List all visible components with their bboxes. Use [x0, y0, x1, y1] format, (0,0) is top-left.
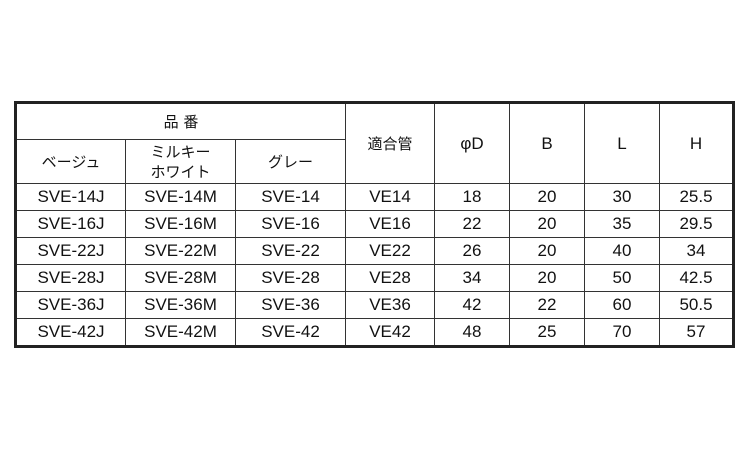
- diameter-cell: 34: [434, 264, 510, 292]
- l-value-cell: 30: [584, 183, 660, 211]
- gray-part-cell: SVE-14: [235, 183, 346, 211]
- b-value-cell: 20: [509, 183, 585, 211]
- product-number-header: 品 番: [15, 102, 346, 140]
- l-value-cell: 35: [584, 210, 660, 238]
- table-row: SVE-36J SVE-36M SVE-36 VE36 42 22 60 50.5: [15, 291, 734, 319]
- spec-table: 品 番 適合管 φD B L H ベージュ ミルキー ホワイト グレー SVE-…: [14, 101, 735, 348]
- milky-white-header: ミルキー ホワイト: [125, 139, 236, 184]
- h-value-cell: 34: [659, 237, 734, 265]
- compatible-pipe-cell: VE42: [345, 318, 435, 347]
- table-row: SVE-42J SVE-42M SVE-42 VE42 48 25 70 57: [15, 318, 734, 347]
- h-value-cell: 29.5: [659, 210, 734, 238]
- beige-part-cell: SVE-42J: [15, 318, 126, 347]
- b-header: B: [509, 102, 585, 184]
- compatible-pipe-cell: VE28: [345, 264, 435, 292]
- gray-part-cell: SVE-28: [235, 264, 346, 292]
- l-value-cell: 70: [584, 318, 660, 347]
- milky-white-part-cell: SVE-16M: [125, 210, 236, 238]
- table-row: SVE-28J SVE-28M SVE-28 VE28 34 20 50 42.5: [15, 264, 734, 292]
- compatible-pipe-cell: VE36: [345, 291, 435, 319]
- h-value-cell: 50.5: [659, 291, 734, 319]
- l-header: L: [584, 102, 660, 184]
- compatible-pipe-cell: VE16: [345, 210, 435, 238]
- beige-part-cell: SVE-14J: [15, 183, 126, 211]
- diameter-cell: 42: [434, 291, 510, 319]
- diameter-cell: 22: [434, 210, 510, 238]
- diameter-cell: 48: [434, 318, 510, 347]
- milky-white-part-cell: SVE-42M: [125, 318, 236, 347]
- b-value-cell: 20: [509, 237, 585, 265]
- b-value-cell: 25: [509, 318, 585, 347]
- table-row: SVE-14J SVE-14M SVE-14 VE14 18 20 30 25.5: [15, 183, 734, 211]
- milky-white-part-cell: SVE-36M: [125, 291, 236, 319]
- beige-header: ベージュ: [15, 139, 126, 184]
- diameter-cell: 18: [434, 183, 510, 211]
- gray-part-cell: SVE-16: [235, 210, 346, 238]
- h-value-cell: 57: [659, 318, 734, 347]
- diameter-cell: 26: [434, 237, 510, 265]
- l-value-cell: 60: [584, 291, 660, 319]
- gray-part-cell: SVE-36: [235, 291, 346, 319]
- l-value-cell: 50: [584, 264, 660, 292]
- beige-part-cell: SVE-28J: [15, 264, 126, 292]
- milky-white-part-cell: SVE-28M: [125, 264, 236, 292]
- b-value-cell: 20: [509, 264, 585, 292]
- gray-part-cell: SVE-42: [235, 318, 346, 347]
- h-header: H: [659, 102, 734, 184]
- compatible-pipe-header: 適合管: [345, 102, 435, 184]
- b-value-cell: 20: [509, 210, 585, 238]
- beige-part-cell: SVE-16J: [15, 210, 126, 238]
- table-row: SVE-22J SVE-22M SVE-22 VE22 26 20 40 34: [15, 237, 734, 265]
- h-value-cell: 25.5: [659, 183, 734, 211]
- gray-header: グレー: [235, 139, 346, 184]
- gray-part-cell: SVE-22: [235, 237, 346, 265]
- l-value-cell: 40: [584, 237, 660, 265]
- diameter-header: φD: [434, 102, 510, 184]
- milky-white-part-cell: SVE-14M: [125, 183, 236, 211]
- table-row: SVE-16J SVE-16M SVE-16 VE16 22 20 35 29.5: [15, 210, 734, 238]
- compatible-pipe-cell: VE22: [345, 237, 435, 265]
- milky-white-part-cell: SVE-22M: [125, 237, 236, 265]
- h-value-cell: 42.5: [659, 264, 734, 292]
- beige-part-cell: SVE-22J: [15, 237, 126, 265]
- compatible-pipe-cell: VE14: [345, 183, 435, 211]
- beige-part-cell: SVE-36J: [15, 291, 126, 319]
- b-value-cell: 22: [509, 291, 585, 319]
